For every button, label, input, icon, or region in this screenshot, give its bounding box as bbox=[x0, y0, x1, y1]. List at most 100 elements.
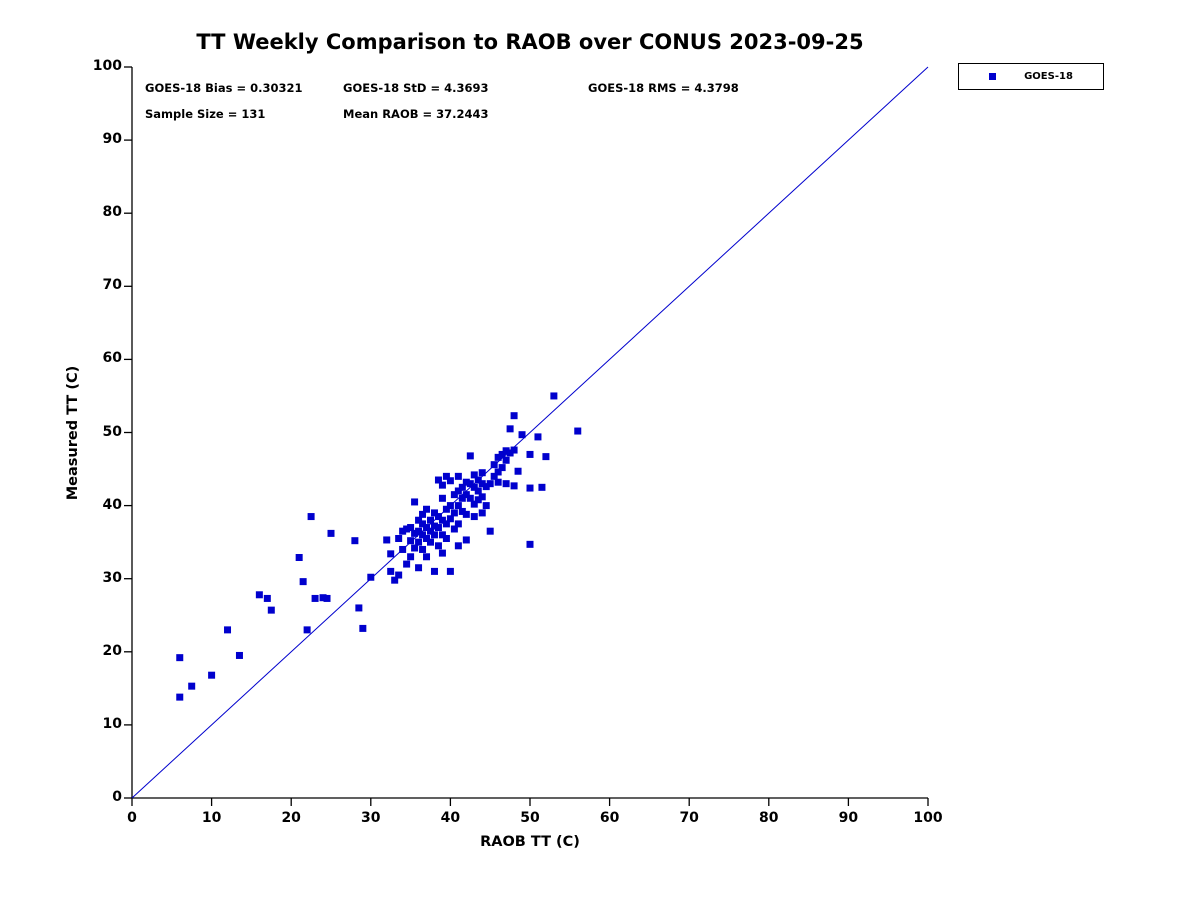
y-tick-label: 40 bbox=[102, 496, 122, 513]
scatter-point bbox=[355, 604, 363, 612]
scatter-point bbox=[526, 484, 534, 492]
chart-title: TT Weekly Comparison to RAOB over CONUS … bbox=[196, 30, 864, 54]
scatter-point bbox=[446, 477, 454, 485]
scatter-point bbox=[486, 480, 494, 488]
scatter-point bbox=[255, 591, 263, 599]
scatter-point bbox=[510, 446, 518, 454]
scatter-point bbox=[462, 478, 470, 486]
scatter-point bbox=[224, 626, 232, 634]
y-tick-label: 20 bbox=[102, 642, 122, 659]
scatter-point bbox=[407, 537, 415, 545]
scatter-point bbox=[446, 502, 454, 510]
scatter-point bbox=[419, 520, 427, 528]
scatter-point bbox=[518, 431, 526, 439]
scatter-point bbox=[526, 450, 534, 458]
scatter-point bbox=[415, 564, 423, 572]
scatter-point bbox=[383, 536, 391, 544]
scatter-point bbox=[478, 509, 486, 517]
scatter-point bbox=[470, 513, 478, 521]
scatter-point bbox=[526, 540, 534, 548]
scatter-point bbox=[502, 480, 510, 488]
scatter-point bbox=[458, 494, 466, 502]
scatter-point bbox=[235, 651, 243, 659]
x-tick-label: 20 bbox=[281, 810, 301, 826]
scatter-point bbox=[462, 510, 470, 518]
x-tick-label: 50 bbox=[520, 810, 540, 826]
scatter-point bbox=[550, 392, 558, 400]
scatter-point bbox=[415, 516, 423, 524]
scatter-point bbox=[367, 573, 375, 581]
scatter-point bbox=[423, 553, 431, 561]
scatter-point bbox=[450, 525, 458, 533]
x-tick-label: 90 bbox=[838, 810, 859, 826]
scatter-point bbox=[462, 491, 470, 499]
scatter-point bbox=[450, 491, 458, 499]
scatter-point bbox=[427, 516, 434, 524]
x-tick-label: 100 bbox=[913, 810, 943, 826]
scatter-point bbox=[506, 425, 514, 433]
scatter-point bbox=[327, 529, 335, 537]
scatter-point bbox=[438, 549, 446, 557]
scatter-point bbox=[438, 494, 446, 502]
scatter-point bbox=[430, 509, 438, 517]
scatter-point bbox=[510, 412, 518, 420]
scatter-point bbox=[466, 452, 474, 460]
scatter-point bbox=[454, 472, 462, 480]
scatter-point bbox=[442, 520, 450, 528]
scatter-point bbox=[415, 527, 423, 535]
reference-line bbox=[131, 66, 929, 799]
scatter-point bbox=[438, 531, 446, 539]
scatter-point bbox=[411, 498, 419, 506]
scatter-point bbox=[208, 671, 216, 679]
scatter-point bbox=[466, 480, 474, 488]
scatter-point bbox=[427, 538, 434, 546]
scatter-point bbox=[399, 527, 407, 535]
scatter-point bbox=[411, 544, 419, 552]
scatter-point bbox=[434, 524, 442, 532]
scatter-point bbox=[434, 513, 442, 521]
scatter-point bbox=[442, 505, 450, 513]
scatter-point bbox=[498, 450, 506, 458]
scatter-point bbox=[542, 453, 550, 461]
scatter-point bbox=[482, 483, 490, 491]
scatter-point bbox=[574, 427, 582, 435]
scatter-point bbox=[415, 538, 423, 546]
scatter-point bbox=[387, 550, 395, 558]
x-axis-label: RAOB TT (C) bbox=[480, 834, 580, 850]
scatter-point bbox=[478, 493, 486, 501]
scatter-point bbox=[474, 496, 482, 504]
legend: GOES-18 bbox=[958, 63, 1104, 90]
stat-mean-raob: Mean RAOB = 37.2443 bbox=[343, 107, 489, 121]
scatter-point bbox=[434, 542, 442, 550]
scatter-point bbox=[430, 531, 438, 539]
scatter-point bbox=[462, 536, 470, 544]
scatter-point bbox=[490, 461, 498, 469]
stat-sample-size: Sample Size = 131 bbox=[145, 107, 266, 121]
stat-std: GOES-18 StD = 4.3693 bbox=[343, 81, 489, 95]
scatter-point bbox=[494, 468, 502, 476]
scatter-point bbox=[450, 509, 458, 517]
scatter-point bbox=[430, 522, 438, 530]
scatter-point bbox=[494, 478, 502, 486]
x-tick-label: 80 bbox=[759, 810, 779, 826]
scatter-point bbox=[419, 531, 427, 539]
scatter-point bbox=[419, 545, 427, 553]
scatter-point bbox=[478, 469, 486, 477]
y-tick-label: 50 bbox=[102, 423, 122, 440]
y-tick-label: 70 bbox=[102, 277, 122, 294]
scatter-point bbox=[490, 472, 498, 480]
scatter-point bbox=[502, 456, 510, 464]
scatter-point bbox=[359, 624, 367, 632]
scatter-point bbox=[319, 594, 327, 602]
scatter-point bbox=[498, 464, 506, 472]
scatter-point bbox=[442, 472, 450, 480]
scatter-point bbox=[351, 537, 359, 545]
scatter-point bbox=[478, 480, 486, 488]
scatter-point bbox=[474, 476, 482, 484]
scatter-point bbox=[534, 433, 542, 441]
scatter-point bbox=[494, 453, 502, 461]
scatter-point bbox=[486, 527, 494, 535]
legend-label: GOES-18 bbox=[1024, 71, 1073, 82]
